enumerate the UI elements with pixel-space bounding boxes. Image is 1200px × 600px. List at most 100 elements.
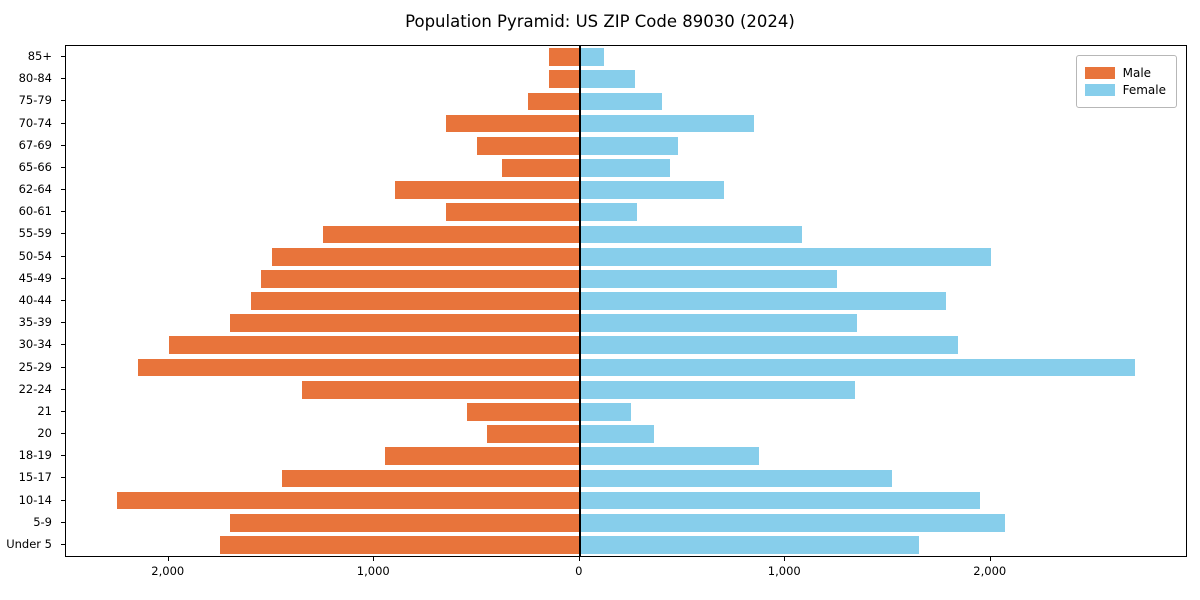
chart-title: Population Pyramid: US ZIP Code 89030 (2… xyxy=(405,12,795,31)
legend-male-label: Male xyxy=(1122,66,1152,80)
y-tick-mark xyxy=(61,521,65,523)
y-tick-mark xyxy=(61,78,65,80)
y-tick-mark xyxy=(61,344,65,346)
y-tick-mark xyxy=(61,100,65,102)
x-tick-mark xyxy=(373,556,375,561)
male-bar-75-79 xyxy=(528,92,580,111)
y-tick-label-22-24: 22-24 xyxy=(18,381,52,396)
y-tick-label-45-49: 45-49 xyxy=(18,270,52,285)
female-bar-50-54 xyxy=(579,247,991,266)
male-bar-70-74 xyxy=(446,114,580,133)
y-tick-label-85+: 85+ xyxy=(27,49,52,64)
y-tick-label-65-66: 65-66 xyxy=(18,159,52,174)
y-tick-label-10-14: 10-14 xyxy=(18,492,52,507)
zero-axis-line xyxy=(579,46,581,556)
female-bar-80-84 xyxy=(579,70,636,89)
y-tick-mark xyxy=(61,211,65,213)
female-bar-35-39 xyxy=(579,314,858,333)
y-tick-mark xyxy=(61,455,65,457)
y-tick-mark xyxy=(61,122,65,124)
male-bar-Under 5 xyxy=(220,536,580,554)
y-tick-label-Under 5: Under 5 xyxy=(6,536,52,551)
y-tick-mark xyxy=(61,499,65,501)
female-bar-21 xyxy=(579,403,632,421)
y-tick-label-60-61: 60-61 xyxy=(18,204,52,219)
female-bar-30-34 xyxy=(579,336,958,355)
male-bar-25-29 xyxy=(137,358,580,377)
y-tick-label-62-64: 62-64 xyxy=(18,182,52,197)
y-tick-label-50-54: 50-54 xyxy=(18,248,52,263)
y-tick-label-75-79: 75-79 xyxy=(18,93,52,108)
female-bar-18-19 xyxy=(579,447,759,466)
x-tick-label-2,000: 2,000 xyxy=(151,564,185,578)
y-tick-label-70-74: 70-74 xyxy=(18,115,52,130)
x-tick-label-0: 0 xyxy=(575,564,583,578)
female-bar-62-64 xyxy=(579,181,724,199)
x-tick-mark xyxy=(578,556,580,561)
y-tick-mark xyxy=(61,388,65,390)
female-bar-10-14 xyxy=(579,491,981,510)
male-bar-67-69 xyxy=(477,136,580,155)
y-tick-mark xyxy=(61,477,65,479)
female-bar-70-74 xyxy=(579,114,755,133)
male-bar-5-9 xyxy=(230,513,580,532)
plot-area: Male Female xyxy=(65,45,1187,557)
x-tick-label-1,000: 1,000 xyxy=(767,564,801,578)
y-tick-mark xyxy=(61,144,65,146)
y-tick-label-40-44: 40-44 xyxy=(18,293,52,307)
female-color-swatch xyxy=(1084,84,1115,96)
male-color-swatch xyxy=(1084,67,1115,79)
y-tick-mark xyxy=(61,189,65,191)
female-bar-67-69 xyxy=(579,136,679,155)
y-tick-mark xyxy=(61,300,65,301)
female-bar-45-49 xyxy=(579,269,837,288)
y-tick-label-21: 21 xyxy=(37,403,52,418)
y-tick-mark xyxy=(61,322,65,324)
male-bar-15-17 xyxy=(281,469,580,488)
male-bar-22-24 xyxy=(302,380,580,399)
y-tick-label-55-59: 55-59 xyxy=(18,226,52,241)
male-bar-65-66 xyxy=(501,159,580,177)
male-bar-21 xyxy=(466,403,580,421)
male-bar-18-19 xyxy=(384,447,580,466)
y-axis-labels: 85+ 80-84 75-79 70-74 67-69 65-66 62-64 60-61 55… xyxy=(0,45,65,555)
male-bar-80-84 xyxy=(548,70,580,89)
male-bar-20 xyxy=(487,425,580,443)
female-bar-75-79 xyxy=(579,92,662,111)
female-bar-85+ xyxy=(579,48,605,66)
y-tick-label-30-34: 30-34 xyxy=(18,337,52,352)
female-bar-Under 5 xyxy=(579,536,919,554)
y-tick-mark xyxy=(61,255,65,257)
y-tick-mark xyxy=(61,56,65,58)
female-bar-5-9 xyxy=(579,513,1006,532)
legend-entry-female: Female xyxy=(1084,83,1166,97)
y-tick-mark xyxy=(61,366,65,368)
x-tick-mark xyxy=(784,556,786,561)
y-tick-label-80-84: 80-84 xyxy=(18,71,52,86)
y-tick-label-18-19: 18-19 xyxy=(18,448,52,463)
y-tick-mark xyxy=(61,166,65,168)
male-bar-50-54 xyxy=(271,247,580,266)
x-tick-mark xyxy=(167,556,169,561)
y-tick-mark xyxy=(61,410,65,412)
male-bar-62-64 xyxy=(394,181,580,199)
y-tick-mark xyxy=(61,543,65,545)
female-bar-15-17 xyxy=(579,469,893,488)
y-tick-label-67-69: 67-69 xyxy=(18,137,52,152)
male-bar-55-59 xyxy=(322,225,580,244)
y-tick-label-35-39: 35-39 xyxy=(18,315,52,330)
y-tick-label-25-29: 25-29 xyxy=(18,359,52,374)
y-tick-label-20: 20 xyxy=(37,426,52,441)
y-tick-label-5-9: 5-9 xyxy=(33,514,52,529)
x-axis: 2,000 1,000 0 1,000 2,000 xyxy=(65,556,1185,586)
y-tick-mark xyxy=(61,433,65,435)
x-tick-mark xyxy=(989,556,991,561)
male-bar-10-14 xyxy=(117,491,580,510)
male-bar-40-44 xyxy=(250,292,580,310)
legend: Male Female xyxy=(1075,55,1177,108)
male-bar-85+ xyxy=(548,48,580,66)
x-tick-label-1,000: 1,000 xyxy=(356,564,390,578)
female-bar-55-59 xyxy=(579,225,802,244)
female-bar-40-44 xyxy=(579,292,946,310)
female-bar-65-66 xyxy=(579,159,671,177)
